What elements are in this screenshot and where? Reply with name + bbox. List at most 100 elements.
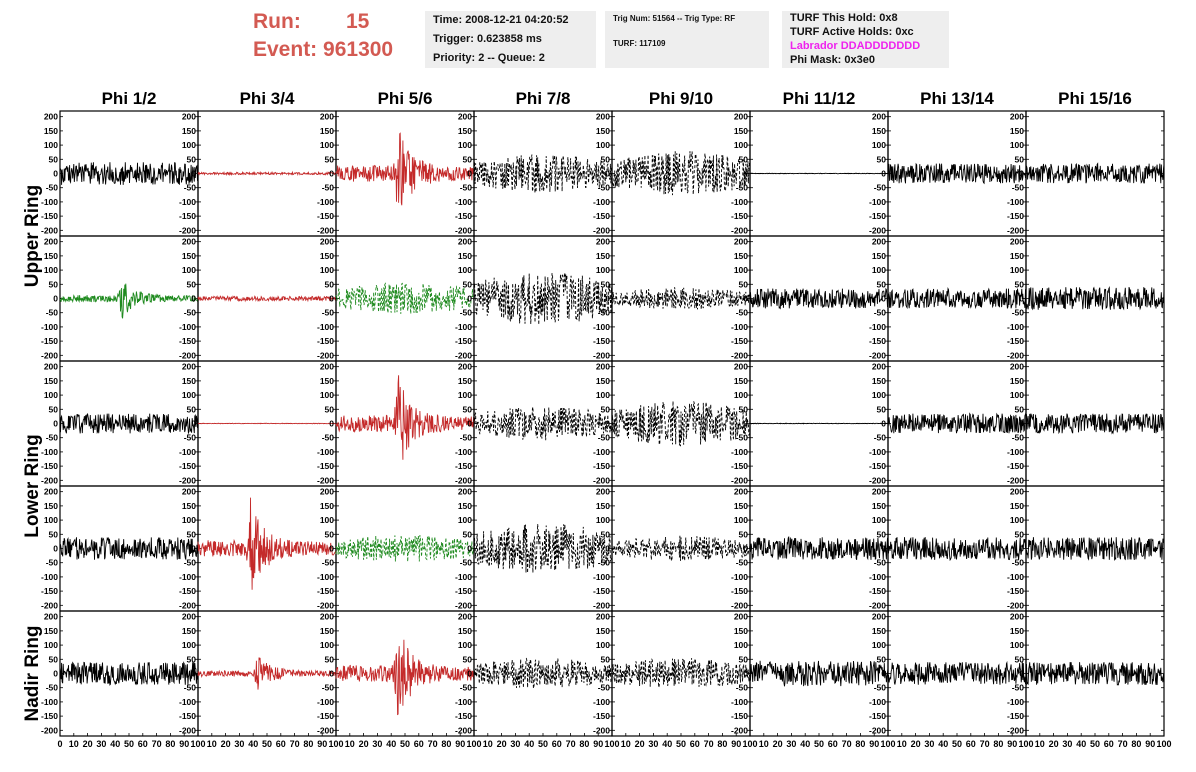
x-tick-label: 50 — [538, 739, 548, 749]
trig-info-box: Trig Num: 51564 -- Trig Type: RF TURF: 1… — [605, 11, 769, 68]
y-tick-label: 50 — [325, 154, 335, 164]
y-tick-label: -150 — [41, 461, 58, 471]
y-tick-label: 50 — [463, 654, 473, 664]
y-tick-label: 200 — [872, 112, 886, 122]
y-tick-label: -200 — [317, 475, 334, 485]
y-tick-label: 100 — [320, 515, 334, 525]
y-tick-label: 100 — [458, 640, 472, 650]
y-tick-label: -100 — [317, 322, 334, 332]
y-tick-label: -200 — [1007, 475, 1024, 485]
y-tick-label: 200 — [1010, 487, 1024, 497]
x-tick-label: 10 — [759, 739, 769, 749]
waveform-trace — [611, 658, 751, 688]
y-tick-label: 150 — [596, 376, 610, 386]
x-tick-label: 70 — [842, 739, 852, 749]
x-tick-label: 0 — [57, 739, 62, 749]
y-tick-label: -100 — [455, 197, 472, 207]
y-tick-label: 100 — [872, 640, 886, 650]
y-tick-label: -100 — [179, 697, 196, 707]
y-tick-label: 200 — [182, 362, 196, 372]
x-tick-label: 40 — [386, 739, 396, 749]
y-tick-label: 0 — [605, 419, 610, 429]
y-tick-label: -200 — [455, 725, 472, 735]
y-tick-label: -150 — [179, 461, 196, 471]
y-tick-label: -100 — [593, 697, 610, 707]
y-tick-label: 150 — [458, 501, 472, 511]
event-label: Event: — [253, 38, 318, 61]
y-tick-label: 100 — [44, 515, 58, 525]
x-tick-label: 30 — [372, 739, 382, 749]
x-tick-label: 50 — [124, 739, 134, 749]
y-tick-label: 200 — [734, 612, 748, 622]
y-tick-label: -50 — [46, 308, 59, 318]
y-tick-label: 150 — [44, 376, 58, 386]
x-tick-label: 60 — [138, 739, 148, 749]
y-tick-label: -50 — [1012, 433, 1025, 443]
waveform-trace — [749, 422, 888, 425]
y-tick-label: 0 — [53, 419, 58, 429]
y-tick-label: 0 — [743, 169, 748, 179]
column-header: Phi 1/2 — [102, 89, 157, 108]
column-header: Phi 7/8 — [516, 89, 571, 108]
y-tick-label: -50 — [46, 183, 59, 193]
y-tick-label: -200 — [593, 600, 610, 610]
y-tick-label: 150 — [872, 626, 886, 636]
y-tick-label: -200 — [869, 350, 886, 360]
y-tick-label: -200 — [41, 225, 58, 235]
y-tick-label: 0 — [191, 294, 196, 304]
y-tick-label: -200 — [41, 475, 58, 485]
panel-frame — [473, 110, 613, 237]
x-tick-label: 30 — [1062, 739, 1072, 749]
waveform-trace — [473, 657, 613, 689]
y-tick-label: -150 — [1007, 461, 1024, 471]
y-tick-label: -200 — [179, 350, 196, 360]
y-tick-label: 0 — [467, 544, 472, 554]
y-tick-label: -50 — [874, 683, 887, 693]
trigger-text: Trigger: 0.623858 ms — [433, 33, 542, 45]
y-tick-label: -50 — [1012, 183, 1025, 193]
y-tick-label: 200 — [182, 237, 196, 247]
x-tick-label: 50 — [814, 739, 824, 749]
waveform-trace — [887, 412, 1027, 434]
y-tick-label: 0 — [191, 544, 196, 554]
waveform-trace — [1025, 413, 1165, 435]
x-tick-label: 80 — [579, 739, 589, 749]
y-tick-label: -200 — [317, 225, 334, 235]
y-tick-label: 200 — [734, 362, 748, 372]
y-tick-label: 0 — [881, 419, 886, 429]
row-label: Upper Ring — [22, 185, 43, 287]
y-tick-label: -100 — [455, 572, 472, 582]
y-tick-label: -50 — [598, 308, 611, 318]
x-tick-label: 90 — [317, 739, 327, 749]
waveform-trace — [473, 154, 613, 194]
y-tick-label: 100 — [1010, 265, 1024, 275]
waveform-trace — [197, 497, 337, 590]
waveform-trace — [473, 272, 613, 325]
x-tick-label: 100 — [328, 739, 343, 749]
y-tick-label: -100 — [455, 322, 472, 332]
y-tick-label: -200 — [869, 600, 886, 610]
y-tick-label: -50 — [736, 558, 749, 568]
y-tick-label: -50 — [184, 183, 197, 193]
y-tick-label: 50 — [187, 279, 197, 289]
y-tick-label: 100 — [320, 390, 334, 400]
y-tick-label: 200 — [320, 487, 334, 497]
y-tick-label: 50 — [463, 279, 473, 289]
y-tick-label: 150 — [734, 251, 748, 261]
y-tick-label: -50 — [460, 558, 473, 568]
x-tick-label: 20 — [83, 739, 93, 749]
y-tick-label: -50 — [736, 683, 749, 693]
y-tick-label: 50 — [601, 654, 611, 664]
column-header: Phi 9/10 — [649, 89, 713, 108]
x-tick-label: 30 — [510, 739, 520, 749]
y-tick-label: 100 — [872, 515, 886, 525]
y-tick-label: 100 — [458, 390, 472, 400]
x-tick-label: 10 — [621, 739, 631, 749]
column-header: Phi 5/6 — [378, 89, 433, 108]
event-value: 961300 — [323, 38, 394, 61]
y-tick-label: 0 — [53, 669, 58, 679]
x-tick-label: 100 — [880, 739, 895, 749]
x-tick-label: 10 — [345, 739, 355, 749]
y-tick-label: -50 — [460, 433, 473, 443]
y-tick-label: 150 — [872, 501, 886, 511]
